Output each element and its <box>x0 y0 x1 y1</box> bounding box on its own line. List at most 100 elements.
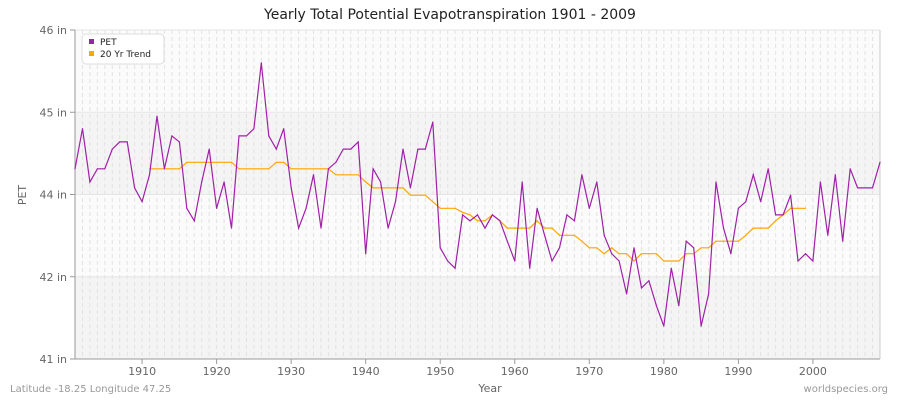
pet-data-point <box>827 234 829 236</box>
trend-data-point <box>789 207 792 209</box>
trend-data-point <box>618 253 620 255</box>
trend-data-point <box>447 207 449 209</box>
trend-data-point <box>350 174 352 176</box>
pet-data-point <box>461 214 464 216</box>
trend-data-point <box>514 227 516 229</box>
pet-data-point <box>551 260 553 262</box>
pet-data-point <box>693 247 695 249</box>
pet-data-point <box>104 168 106 170</box>
pet-data-point <box>275 148 277 150</box>
pet-data-point <box>588 207 590 209</box>
trend-data-point <box>342 174 344 176</box>
trend-data-point <box>223 161 225 163</box>
pet-data-point <box>521 181 523 183</box>
chart-title: Yearly Total Potential Evapotranspiratio… <box>264 7 636 23</box>
pet-data-point <box>745 201 747 203</box>
pet-data-point <box>558 247 561 249</box>
pet-data-point <box>678 305 680 307</box>
trend-data-point <box>424 194 426 196</box>
trend-data-point <box>156 168 158 170</box>
pet-data-point <box>223 181 225 183</box>
trend-data-point <box>573 234 575 236</box>
trend-data-point <box>700 247 702 249</box>
trend-data-point <box>260 168 262 170</box>
trend-data-point <box>775 220 777 222</box>
pet-data-point <box>111 148 113 150</box>
pet-data-point <box>782 214 784 216</box>
location-label: Latitude -18.25 Longitude 47.25 <box>10 384 172 395</box>
legend-swatch-pet <box>89 39 94 44</box>
pet-data-point <box>760 201 762 203</box>
pet-data-point <box>879 161 881 163</box>
pet-data-point <box>834 174 836 176</box>
trend-data-point <box>767 227 769 229</box>
trend-data-point <box>365 181 367 183</box>
trend-data-point <box>506 227 508 229</box>
x-tick-label: 1950 <box>426 365 454 378</box>
pet-data-point <box>156 115 158 117</box>
pet-data-point <box>81 128 84 130</box>
pet-data-point <box>491 214 494 216</box>
legend-label-pet: PET <box>100 38 117 48</box>
pet-data-point <box>357 141 359 143</box>
pet-data-point <box>730 253 732 255</box>
trend-data-point <box>201 161 203 163</box>
trend-data-point <box>253 168 255 170</box>
x-tick-label: 1930 <box>277 365 305 378</box>
pet-data-point <box>342 148 344 150</box>
pet-data-point <box>752 174 754 176</box>
trend-data-point <box>715 240 717 242</box>
trend-data-point <box>536 220 538 222</box>
trend-data-point <box>380 187 382 189</box>
trend-data-point <box>543 227 546 229</box>
y-tick-label: 44 in <box>39 189 67 202</box>
pet-data-point <box>89 181 91 183</box>
trend-data-point <box>402 187 404 189</box>
trend-data-point <box>230 161 233 163</box>
pet-data-point <box>126 141 128 143</box>
trend-data-point <box>439 207 441 209</box>
trend-data-point <box>275 161 277 163</box>
trend-data-point <box>283 161 285 163</box>
pet-data-point <box>633 247 635 249</box>
pet-data-point <box>327 168 330 170</box>
pet-data-point <box>365 253 367 255</box>
trend-data-point <box>558 234 561 236</box>
pet-data-point <box>201 181 203 183</box>
trend-data-point <box>663 260 665 262</box>
pet-data-point <box>268 135 270 137</box>
pet-data-point <box>74 168 76 170</box>
pet-data-point <box>230 227 233 229</box>
trend-data-point <box>461 211 464 213</box>
pet-data-point <box>707 293 710 295</box>
pet-data-point <box>312 174 315 176</box>
pet-data-point <box>141 201 143 203</box>
pet-data-point <box>290 187 292 189</box>
source-label: worldspecies.org <box>803 384 888 395</box>
pet-data-point <box>476 214 479 216</box>
trend-data-point <box>529 227 531 229</box>
plot-band <box>75 30 880 113</box>
pet-data-point <box>424 148 426 150</box>
trend-data-point <box>752 227 754 229</box>
trend-data-point <box>566 234 568 236</box>
trend-data-point <box>357 174 359 176</box>
trend-data-point <box>596 247 598 249</box>
pet-data-point <box>454 267 456 269</box>
trend-data-point <box>670 260 672 262</box>
trend-data-point <box>193 161 195 163</box>
trend-data-point <box>737 240 739 242</box>
trend-data-point <box>655 253 657 255</box>
trend-data-point <box>745 234 747 236</box>
trend-data-point <box>625 253 628 255</box>
trend-data-point <box>312 168 315 170</box>
pet-data-point <box>148 174 151 176</box>
pet-data-point <box>543 234 546 236</box>
pet-data-point <box>618 260 620 262</box>
pet-data-point <box>186 207 188 209</box>
trend-data-point <box>432 201 434 203</box>
y-tick-label: 46 in <box>39 24 67 37</box>
trend-data-point <box>551 227 553 229</box>
pet-data-point <box>409 187 412 189</box>
